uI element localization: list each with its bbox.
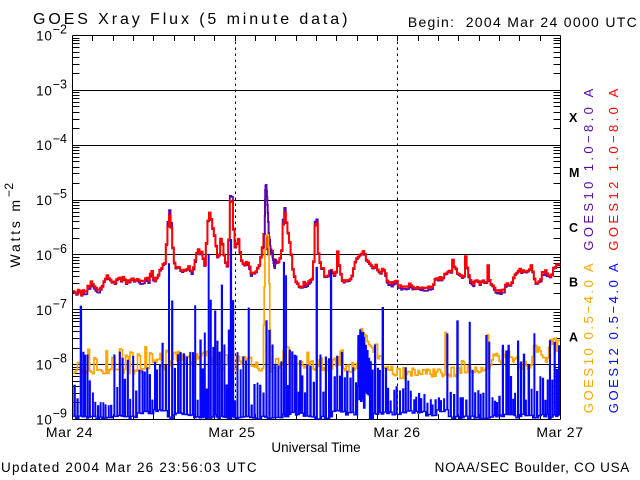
svg-text:X: X bbox=[569, 111, 578, 125]
svg-text:GOES12 0.5−4.0 A: GOES12 0.5−4.0 A bbox=[606, 261, 621, 414]
svg-text:Watts m−2: Watts m−2 bbox=[2, 182, 23, 267]
svg-text:GOES Xray Flux (5 minute data): GOES Xray Flux (5 minute data) bbox=[33, 11, 350, 28]
svg-text:GOES10 1.0−8.0 A: GOES10 1.0−8.0 A bbox=[581, 85, 596, 250]
svg-text:Universal Time: Universal Time bbox=[271, 440, 360, 455]
svg-text:Mar 27: Mar 27 bbox=[536, 424, 583, 440]
svg-text:GOES10 0.5−4.0 A: GOES10 0.5−4.0 A bbox=[581, 261, 596, 414]
svg-text:M: M bbox=[569, 166, 579, 180]
svg-text:B: B bbox=[569, 276, 578, 290]
svg-text:Mar 26: Mar 26 bbox=[373, 424, 420, 440]
svg-text:Mar 24: Mar 24 bbox=[46, 424, 93, 440]
svg-text:Updated 2004 Mar 26 23:56:03 U: Updated 2004 Mar 26 23:56:03 UTC bbox=[1, 460, 258, 475]
svg-text:A: A bbox=[569, 331, 578, 345]
svg-text:GOES12 1.0−8.0 A: GOES12 1.0−8.0 A bbox=[606, 85, 621, 250]
svg-text:Mar 25: Mar 25 bbox=[208, 424, 255, 440]
svg-text:NOAA/SEC Boulder, CO USA: NOAA/SEC Boulder, CO USA bbox=[435, 460, 630, 475]
svg-text:C: C bbox=[569, 221, 578, 235]
svg-text:Begin: 2004 Mar 24 0000 UTC: Begin: 2004 Mar 24 0000 UTC bbox=[408, 14, 638, 30]
